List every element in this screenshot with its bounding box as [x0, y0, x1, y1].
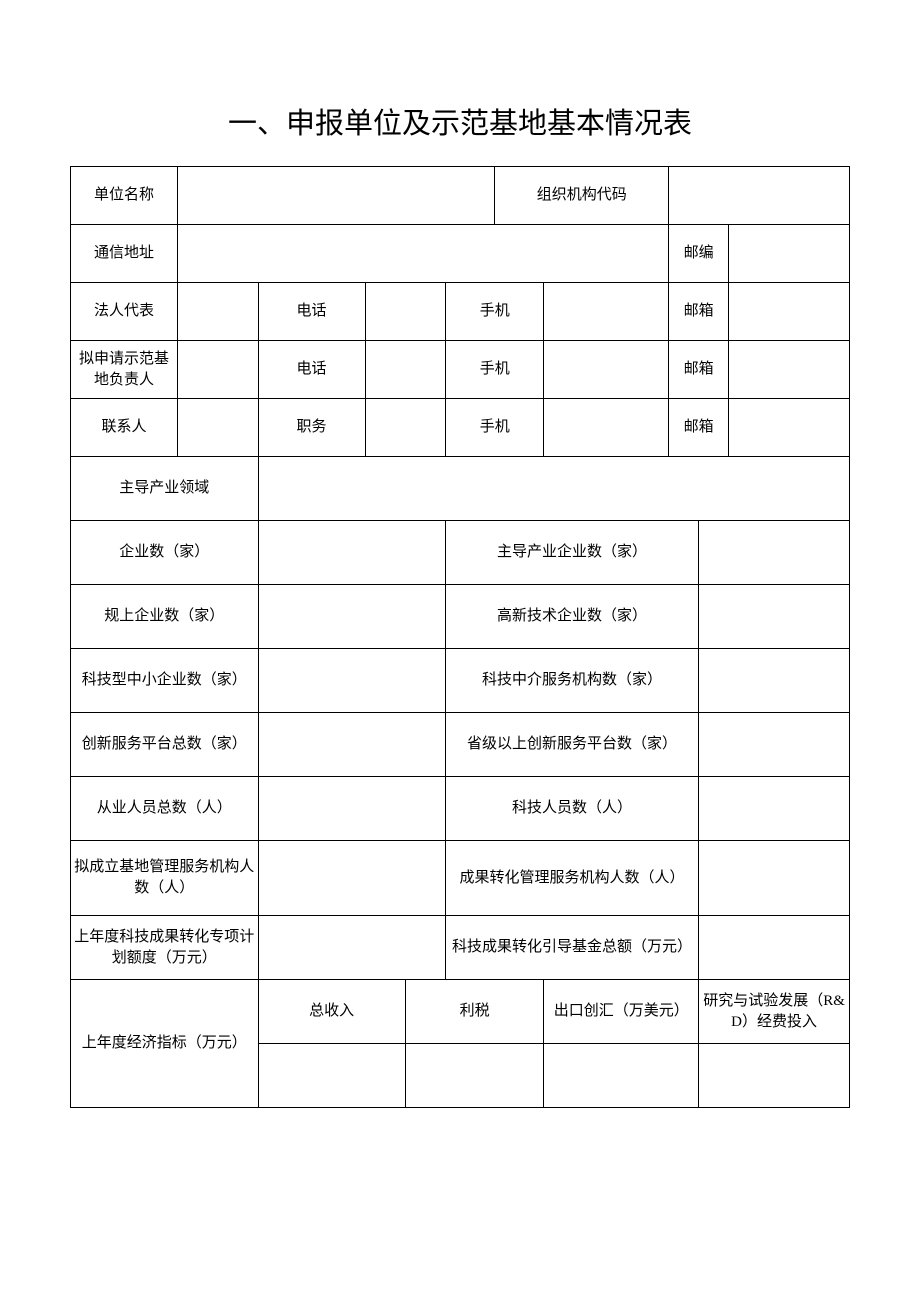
label-email-2: 邮箱	[669, 341, 728, 399]
cell-industry-field	[258, 457, 850, 521]
cell-tech-staff	[699, 777, 850, 841]
label-sme-tech: 科技型中小企业数（家）	[71, 649, 259, 713]
label-unit-name: 单位名称	[71, 167, 178, 225]
cell-base-leader	[178, 341, 258, 399]
label-mobile-1: 手机	[446, 283, 544, 341]
cell-mobile-1	[544, 283, 669, 341]
cell-mobile-3	[544, 399, 669, 457]
cell-rd-expense	[699, 1044, 850, 1108]
label-lastyear-econ: 上年度经济指标（万元）	[71, 980, 259, 1108]
cell-sme-tech	[258, 649, 446, 713]
label-address: 通信地址	[71, 225, 178, 283]
label-export: 出口创汇（万美元）	[544, 980, 699, 1044]
cell-hitech	[699, 585, 850, 649]
label-email-3: 邮箱	[669, 399, 728, 457]
label-contact: 联系人	[71, 399, 178, 457]
label-transfer-mgmt: 成果转化管理服务机构人数（人）	[446, 841, 699, 916]
label-lastyear-plan: 上年度科技成果转化专项计划额度（万元）	[71, 916, 259, 980]
label-provincial-platform: 省级以上创新服务平台数（家）	[446, 713, 699, 777]
label-employee-total: 从业人员总数（人）	[71, 777, 259, 841]
label-mobile-2: 手机	[446, 341, 544, 399]
label-position: 职务	[258, 399, 365, 457]
cell-legal-rep	[178, 283, 258, 341]
label-main-industry-count: 主导产业企业数（家）	[446, 521, 699, 585]
cell-export	[544, 1044, 699, 1108]
cell-enterprise-count	[258, 521, 446, 585]
cell-total-income	[258, 1044, 405, 1108]
label-base-leader: 拟申请示范基地负责人	[71, 341, 178, 399]
cell-position	[365, 399, 445, 457]
cell-mobile-2	[544, 341, 669, 399]
cell-mgmt-staff	[258, 841, 446, 916]
label-mgmt-staff: 拟成立基地管理服务机构人数（人）	[71, 841, 259, 916]
cell-postcode	[728, 225, 849, 283]
cell-email-2	[728, 341, 849, 399]
label-tech-staff: 科技人员数（人）	[446, 777, 699, 841]
label-industry-field: 主导产业领域	[71, 457, 259, 521]
cell-transfer-fund	[699, 916, 850, 980]
label-enterprise-count: 企业数（家）	[71, 521, 259, 585]
cell-lastyear-plan	[258, 916, 446, 980]
label-org-code: 组织机构代码	[495, 167, 669, 225]
cell-unit-name	[178, 167, 495, 225]
page-title: 一、申报单位及示范基地基本情况表	[70, 100, 850, 142]
cell-employee-total	[258, 777, 446, 841]
cell-org-code	[669, 167, 850, 225]
label-postcode: 邮编	[669, 225, 728, 283]
cell-main-industry-count	[699, 521, 850, 585]
label-total-income: 总收入	[258, 980, 405, 1044]
cell-provincial-platform	[699, 713, 850, 777]
cell-email-1	[728, 283, 849, 341]
cell-transfer-mgmt	[699, 841, 850, 916]
label-tax: 利税	[405, 980, 544, 1044]
label-rd-expense: 研究与试验发展（R&D）经费投入	[699, 980, 850, 1044]
application-form-table: 单位名称 组织机构代码 通信地址 邮编 法人代表 电话 手机 邮箱 拟申请示范基…	[70, 166, 850, 1108]
label-hitech: 高新技术企业数（家）	[446, 585, 699, 649]
cell-innovation-platform	[258, 713, 446, 777]
label-email-1: 邮箱	[669, 283, 728, 341]
label-tech-agency: 科技中介服务机构数（家）	[446, 649, 699, 713]
label-legal-rep: 法人代表	[71, 283, 178, 341]
label-innovation-platform: 创新服务平台总数（家）	[71, 713, 259, 777]
cell-tax	[405, 1044, 544, 1108]
label-phone-1: 电话	[258, 283, 365, 341]
label-transfer-fund: 科技成果转化引导基金总额（万元）	[446, 916, 699, 980]
cell-contact	[178, 399, 258, 457]
cell-tech-agency	[699, 649, 850, 713]
cell-phone-2	[365, 341, 445, 399]
cell-above-scale	[258, 585, 446, 649]
cell-email-3	[728, 399, 849, 457]
label-phone-2: 电话	[258, 341, 365, 399]
cell-address	[178, 225, 669, 283]
label-mobile-3: 手机	[446, 399, 544, 457]
cell-phone-1	[365, 283, 445, 341]
label-above-scale: 规上企业数（家）	[71, 585, 259, 649]
